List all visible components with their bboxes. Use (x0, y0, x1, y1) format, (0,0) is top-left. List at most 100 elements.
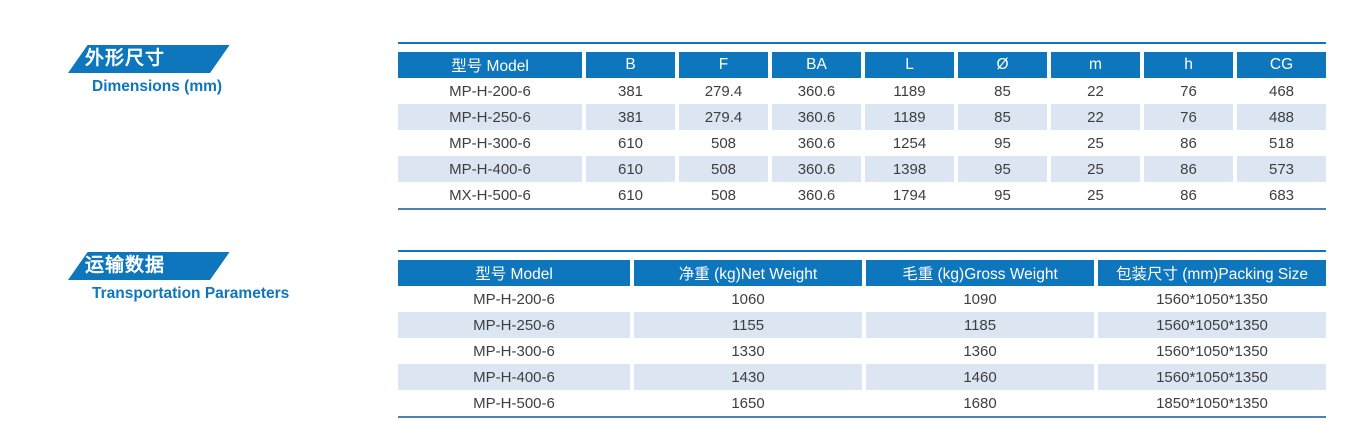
table-row: MP-H-400-6 610 508 360.6 1398 95 25 86 573 (398, 156, 1326, 182)
table-row: MP-H-250-6 381 279.4 360.6 1189 85 22 76 488 (398, 104, 1326, 130)
table-cell: 86 (1140, 182, 1233, 208)
table-row: MP-H-200-6 1060 1090 1560*1050*1350 (398, 286, 1326, 312)
table-cell: 1560*1050*1350 (1094, 286, 1326, 312)
table-cell: 1650 (630, 390, 862, 416)
table-cell: 86 (1140, 156, 1233, 182)
table-cell: 95 (954, 130, 1047, 156)
table-cell: 85 (954, 104, 1047, 130)
table-cell: 76 (1140, 104, 1233, 130)
table-cell: MP-H-200-6 (473, 290, 555, 308)
table-cell: 1794 (861, 182, 954, 208)
table-cell: 468 (1233, 78, 1326, 104)
table-cell: 360.6 (768, 182, 861, 208)
table-cell: 25 (1047, 182, 1140, 208)
table-cell: MP-H-250-6 (398, 312, 630, 338)
table-cell: 1360 (862, 338, 1094, 364)
header-cell: 型号 Model (398, 52, 582, 78)
section-banner-transportation: 运输数据 (68, 252, 230, 280)
section-banner-dimensions: 外形尺寸 (68, 45, 230, 73)
header-cell: m (1047, 52, 1140, 78)
header-cell: CG (1233, 52, 1326, 78)
table-cell: MP-H-400-6 (398, 364, 630, 390)
header-cell: F (675, 52, 768, 78)
table-cell: MP-H-200-6 (449, 82, 531, 100)
table-cell: 95 (954, 182, 1047, 208)
transportation-table: 型号 Model 净重 (kg)Net Weight 毛重 (kg)Gross We… (398, 260, 1326, 416)
table-cell: 1560*1050*1350 (1094, 338, 1326, 364)
table-cell: 610 (582, 156, 675, 182)
table-row: MX-H-500-6 610 508 360.6 1794 95 25 86 683 (398, 182, 1326, 208)
header-cell: 包装尺寸 (mm)Packing Size (1094, 260, 1326, 286)
table-cell: MP-H-250-6 (398, 104, 582, 130)
table-cell: 95 (954, 156, 1047, 182)
table-cell: 518 (1233, 130, 1326, 156)
table-row: MP-H-200-6 381 279.4 360.6 1189 85 22 76 468 (398, 78, 1326, 104)
table-cell: 279.4 (675, 104, 768, 130)
table-row: MP-H-400-6 1430 1460 1560*1050*1350 (398, 364, 1326, 390)
table-bottom-rule (398, 416, 1326, 418)
table-top-rule (398, 250, 1326, 252)
table-cell: 1398 (861, 156, 954, 182)
table-cell: 279.4 (675, 78, 768, 104)
table-cell: 1560*1050*1350 (1094, 364, 1326, 390)
table-cell: 22 (1047, 78, 1140, 104)
table-cell: MP-H-500-6 (473, 394, 555, 412)
table-cell: 508 (675, 156, 768, 182)
table-cell: 610 (582, 130, 675, 156)
table-cell: 86 (1140, 130, 1233, 156)
header-cell: 型号 Model (398, 260, 630, 286)
table-cell: 25 (1047, 130, 1140, 156)
banner-title-cn: 外形尺寸 (85, 48, 166, 69)
table-cell: 573 (1233, 156, 1326, 182)
table-cell: 1189 (861, 78, 954, 104)
table-cell: 683 (1233, 182, 1326, 208)
table-cell: 1090 (862, 286, 1094, 312)
header-row: 型号 Model 净重 (kg)Net Weight 毛重 (kg)Gross We… (398, 260, 1326, 286)
banner-title-cn: 运输数据 (85, 255, 166, 276)
header-cell: Ø (954, 52, 1047, 78)
table-cell: 381 (582, 104, 675, 130)
table-cell: 1460 (862, 364, 1094, 390)
table-bottom-rule (398, 208, 1326, 210)
table-cell: 1060 (630, 286, 862, 312)
table-cell: MP-H-400-6 (398, 156, 582, 182)
table-cell: 1680 (862, 390, 1094, 416)
table-top-rule (398, 42, 1326, 44)
header-cell: h (1140, 52, 1233, 78)
table-cell: 1155 (630, 312, 862, 338)
table-cell: 76 (1140, 78, 1233, 104)
table-cell: 610 (582, 182, 675, 208)
table-cell: 1330 (630, 338, 862, 364)
transportation-table-block: 型号 Model 净重 (kg)Net Weight 毛重 (kg)Gross We… (398, 250, 1326, 418)
header-cell: 净重 (kg)Net Weight (630, 260, 862, 286)
table-row: MP-H-500-6 1650 1680 1850*1050*1350 (398, 390, 1326, 416)
section-subtitle-transportation: Transportation Parameters (92, 285, 290, 302)
table-cell: 25 (1047, 156, 1140, 182)
table-cell: 508 (675, 130, 768, 156)
header-cell: 毛重 (kg)Gross Weight (862, 260, 1094, 286)
table-cell: 85 (954, 78, 1047, 104)
table-cell: 360.6 (768, 130, 861, 156)
table-row: MP-H-300-6 610 508 360.6 1254 95 25 86 518 (398, 130, 1326, 156)
table-cell: 360.6 (768, 104, 861, 130)
table-cell: 1850*1050*1350 (1094, 390, 1326, 416)
table-cell: 360.6 (768, 78, 861, 104)
table-cell: 22 (1047, 104, 1140, 130)
table-cell: MP-H-300-6 (449, 134, 531, 152)
header-cell: B (582, 52, 675, 78)
table-cell: 381 (582, 78, 675, 104)
table-row: MP-H-250-6 1155 1185 1560*1050*1350 (398, 312, 1326, 338)
header-cell: L (861, 52, 954, 78)
table-cell: MP-H-300-6 (473, 342, 555, 360)
table-row: MP-H-300-6 1330 1360 1560*1050*1350 (398, 338, 1326, 364)
section-subtitle-dimensions: Dimensions (mm) (92, 78, 223, 95)
table-cell: MX-H-500-6 (449, 186, 531, 204)
table-cell: 1185 (862, 312, 1094, 338)
table-cell: 1430 (630, 364, 862, 390)
header-cell: BA (768, 52, 861, 78)
table-cell: 488 (1233, 104, 1326, 130)
table-cell: 1189 (861, 104, 954, 130)
